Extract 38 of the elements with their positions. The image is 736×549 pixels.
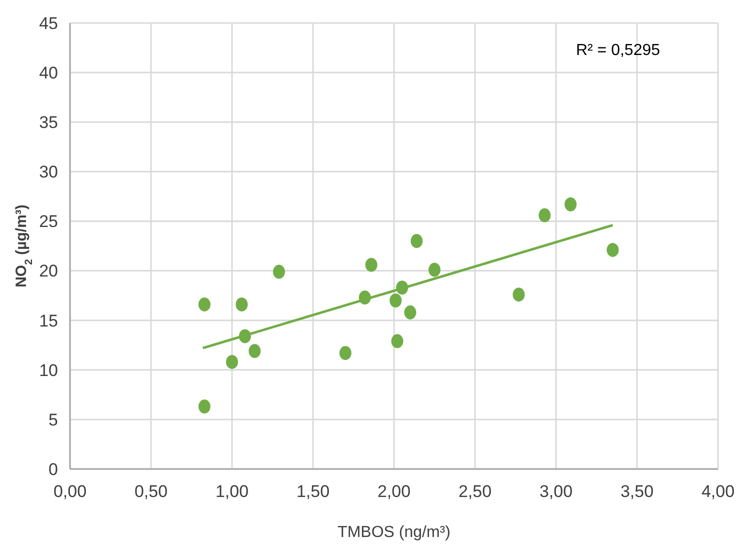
y-tick-label: 25 <box>39 212 58 232</box>
point <box>339 346 352 360</box>
point <box>428 262 440 277</box>
y-tick-label: 30 <box>39 162 58 182</box>
y-tick-label: 10 <box>39 360 58 380</box>
point <box>390 294 402 308</box>
y-tick-label: 0 <box>48 460 58 479</box>
point <box>564 197 577 212</box>
x-tick-label: 0,00 <box>53 482 87 501</box>
x-tick-label: 1,50 <box>296 482 330 501</box>
y-tick-label: 45 <box>39 14 58 33</box>
x-tick-label: 1,00 <box>215 482 249 501</box>
y-tick-label: 35 <box>39 113 58 132</box>
x-tick-label: 2,00 <box>377 482 411 501</box>
point <box>198 297 210 312</box>
x-tick-label: 3,50 <box>620 482 654 501</box>
point <box>538 208 551 222</box>
x-tick-label: 2,50 <box>458 482 492 501</box>
point <box>236 297 248 312</box>
y-tick-label: 5 <box>48 410 58 430</box>
y-tick-label: 15 <box>39 311 58 330</box>
point <box>248 344 261 358</box>
point <box>410 234 423 248</box>
point <box>272 264 285 279</box>
point <box>606 242 619 257</box>
x-axis-title: TMBOS (ng/m³) <box>338 524 450 541</box>
point <box>365 258 378 272</box>
x-tick-label: 4,00 <box>701 482 735 501</box>
x-tick-label: 0,50 <box>134 482 168 501</box>
annotation: R² = 0,5295 <box>576 42 660 59</box>
point <box>226 354 238 369</box>
y-tick-label: 40 <box>39 64 58 83</box>
point <box>198 400 210 414</box>
point <box>404 305 416 320</box>
point <box>512 288 525 302</box>
point <box>391 334 404 348</box>
x-tick-label: 3,00 <box>539 482 573 501</box>
y-tick-label: 20 <box>39 262 58 281</box>
